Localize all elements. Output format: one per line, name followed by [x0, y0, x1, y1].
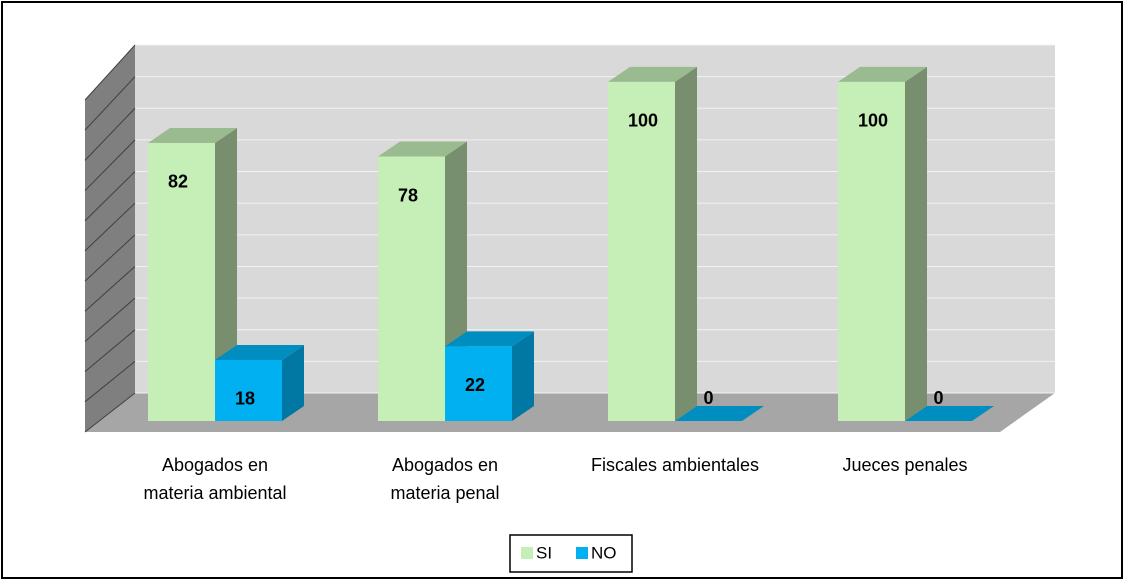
- bar-side: [675, 66, 697, 421]
- side-grid-line: [84, 234, 136, 282]
- side-grid-line: [84, 266, 136, 312]
- x-tick-label: materia penal: [390, 483, 499, 503]
- data-label: 100: [858, 111, 888, 131]
- bar: [838, 66, 927, 421]
- bar-top: [215, 344, 304, 360]
- bar: [675, 406, 764, 421]
- back-wall: [135, 45, 1055, 393]
- data-label: 22: [465, 375, 485, 395]
- side-grid-line: [84, 329, 136, 373]
- bar-front: [378, 156, 445, 421]
- x-tick-label: Abogados en: [162, 455, 268, 475]
- data-label: 100: [628, 111, 658, 131]
- bar-side: [282, 344, 304, 421]
- bar-top: [838, 66, 927, 82]
- x-tick-label: Jueces penales: [842, 455, 967, 475]
- bar-top: [675, 406, 764, 421]
- side-grid-line: [84, 297, 136, 342]
- side-grid-line: [84, 76, 136, 131]
- side-grid-line: [84, 202, 136, 252]
- legend-label: SI: [536, 543, 552, 562]
- bar-front: [608, 81, 675, 421]
- bar-front: [445, 346, 512, 421]
- side-grid-line: [84, 171, 136, 222]
- bar: [148, 127, 237, 422]
- x-tick-label: Fiscales ambientales: [591, 455, 759, 475]
- legend-swatch: [576, 547, 588, 559]
- bar-front: [215, 359, 282, 421]
- legend: SI NO: [509, 534, 633, 573]
- floor: [85, 393, 1055, 432]
- side-wall: [85, 45, 135, 432]
- bar: [445, 331, 534, 421]
- data-label: 82: [168, 172, 188, 192]
- data-label: 18: [235, 389, 255, 409]
- legend-swatch: [521, 547, 533, 559]
- bar-front: [838, 81, 905, 421]
- side-grid-line: [84, 139, 136, 191]
- bar: [215, 344, 304, 421]
- data-label: 78: [398, 185, 418, 205]
- bar-side: [215, 127, 237, 421]
- bar: [608, 66, 697, 421]
- data-label: 0: [703, 388, 713, 408]
- bar-top: [905, 406, 994, 421]
- bar-top: [445, 331, 534, 347]
- side-grid-line: [84, 44, 136, 101]
- bar-top: [378, 141, 467, 157]
- x-tick-label: Abogados en: [392, 455, 498, 475]
- bar-top: [608, 66, 697, 82]
- legend-label: NO: [591, 543, 617, 562]
- bar-side: [905, 66, 927, 421]
- x-tick-label: materia ambiental: [143, 483, 286, 503]
- bar-side: [512, 331, 534, 421]
- side-grid-line: [84, 392, 136, 433]
- side-grid-line: [84, 107, 136, 161]
- bar: [905, 406, 994, 421]
- bar-top: [148, 127, 237, 143]
- bar-front: [148, 142, 215, 422]
- data-label: 0: [933, 388, 943, 408]
- side-grid-line: [84, 360, 136, 403]
